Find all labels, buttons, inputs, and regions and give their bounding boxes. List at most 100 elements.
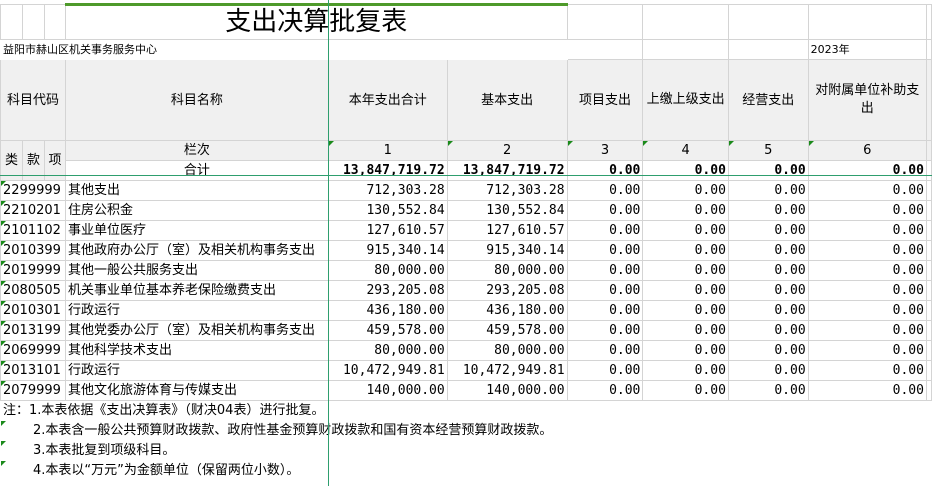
table-row[interactable]: 2019999 其他一般公共服务支出 80,000.00 80,000.00 0.00 0…	[0, 260, 932, 281]
header-col-5[interactable]: 经营支出	[727, 59, 809, 141]
lanci-label[interactable]: 栏次	[64, 140, 329, 161]
row-name[interactable]: 住房公积金	[64, 200, 329, 221]
row-name[interactable]: 其他政府办公厅（室）及相关机构事务支出	[64, 240, 329, 261]
header-col-1[interactable]: 本年支出合计	[327, 59, 448, 141]
lanci-2[interactable]: 2	[446, 140, 568, 161]
table-row[interactable]: 2080505 机关事业单位基本养老保险缴费支出 293,205.08 293,205…	[0, 280, 932, 301]
row-value-col-5[interactable]: 0.00	[727, 260, 809, 281]
header-col-3[interactable]: 项目支出	[566, 59, 644, 141]
total-label[interactable]: 合计	[64, 160, 329, 181]
row-value-col-3[interactable]: 0.00	[566, 380, 644, 401]
row-value-col-6[interactable]: 0.00	[807, 220, 927, 241]
total-col-1[interactable]: 13,847,719.72	[327, 160, 448, 181]
row-value-col-6[interactable]: 0.00	[807, 200, 927, 221]
note-line[interactable]: 2.本表含一般公共预算财政拨款、政府性基金预算财政拨款和国有资本经营预算财政拨款…	[0, 420, 932, 441]
row-name[interactable]: 其他文化旅游体育与传媒支出	[64, 380, 329, 401]
row-value-col-1[interactable]: 127,610.57	[327, 220, 448, 241]
row-code[interactable]: 2080505	[0, 280, 66, 301]
header-col-2[interactable]: 基本支出	[446, 59, 568, 141]
row-value-col-3[interactable]: 0.00	[566, 300, 644, 321]
header-kuan[interactable]: 款	[21, 140, 45, 181]
row-value-col-1[interactable]: 915,340.14	[327, 240, 448, 261]
row-value-col-6[interactable]: 0.00	[807, 340, 927, 361]
total-col-3[interactable]: 0.00	[566, 160, 644, 181]
header-col-6[interactable]: 对附属单位补助支出	[807, 59, 927, 141]
note-line[interactable]: 4.本表以“万元”为金额单位（保留两位小数）。	[0, 460, 932, 481]
row-value-col-3[interactable]: 0.00	[566, 260, 644, 281]
row-code[interactable]: 2013199	[0, 320, 66, 341]
header-code[interactable]: 科目代码	[0, 59, 66, 141]
row-value-col-4[interactable]: 0.00	[642, 260, 729, 281]
row-name[interactable]: 其他科学技术支出	[64, 340, 329, 361]
row-value-col-1[interactable]: 80,000.00	[327, 260, 448, 281]
row-value-col-3[interactable]: 0.00	[566, 340, 644, 361]
lanci-1[interactable]: 1	[327, 140, 448, 161]
row-value-col-3[interactable]: 0.00	[566, 220, 644, 241]
row-value-col-6[interactable]: 0.00	[807, 260, 927, 281]
row-value-col-5[interactable]: 0.00	[727, 380, 809, 401]
row-name[interactable]: 事业单位医疗	[64, 220, 329, 241]
header-lei[interactable]: 类	[0, 140, 23, 181]
total-col-4[interactable]: 0.00	[642, 160, 729, 181]
row-value-col-3[interactable]: 0.00	[566, 240, 644, 261]
row-value-col-5[interactable]: 0.00	[727, 280, 809, 301]
row-value-col-4[interactable]: 0.00	[642, 220, 729, 241]
row-value-col-3[interactable]: 0.00	[566, 180, 644, 201]
row-value-col-2[interactable]: 80,000.00	[446, 340, 568, 361]
row-value-col-2[interactable]: 130,552.84	[446, 200, 568, 221]
table-row[interactable]: 2069999 其他科学技术支出 80,000.00 80,000.00 0.00 0.0…	[0, 340, 932, 361]
row-value-col-5[interactable]: 0.00	[727, 300, 809, 321]
row-name[interactable]: 行政运行	[64, 360, 329, 381]
table-row[interactable]: 2010399 其他政府办公厅（室）及相关机构事务支出 915,340.14 915,…	[0, 240, 932, 261]
row-value-col-2[interactable]: 127,610.57	[446, 220, 568, 241]
total-col-6[interactable]: 0.00	[807, 160, 927, 181]
row-value-col-3[interactable]: 0.00	[566, 280, 644, 301]
table-row[interactable]: 2079999 其他文化旅游体育与传媒支出 140,000.00 140,000.00…	[0, 380, 932, 401]
row-value-col-6[interactable]: 0.00	[807, 280, 927, 301]
total-col-2[interactable]: 13,847,719.72	[446, 160, 568, 181]
row-value-col-4[interactable]: 0.00	[642, 280, 729, 301]
row-code[interactable]: 2013101	[0, 360, 66, 381]
row-value-col-6[interactable]: 0.00	[807, 180, 927, 201]
row-value-col-6[interactable]: 0.00	[807, 320, 927, 341]
row-name[interactable]: 其他支出	[64, 180, 329, 201]
row-value-col-4[interactable]: 0.00	[642, 300, 729, 321]
row-value-col-5[interactable]: 0.00	[727, 340, 809, 361]
row-value-col-2[interactable]: 293,205.08	[446, 280, 568, 301]
row-value-col-4[interactable]: 0.00	[642, 240, 729, 261]
row-name[interactable]: 机关事业单位基本养老保险缴费支出	[64, 280, 329, 301]
row-value-col-6[interactable]: 0.00	[807, 300, 927, 321]
row-value-col-1[interactable]: 130,552.84	[327, 200, 448, 221]
lanci-4[interactable]: 4	[642, 140, 729, 161]
note-line[interactable]: 3.本表批复到项级科目。	[0, 440, 932, 461]
row-name[interactable]: 其他党委办公厅（室）及相关机构事务支出	[64, 320, 329, 341]
row-value-col-4[interactable]: 0.00	[642, 380, 729, 401]
total-col-5[interactable]: 0.00	[727, 160, 809, 181]
row-value-col-6[interactable]: 0.00	[807, 240, 927, 261]
row-value-col-2[interactable]: 459,578.00	[446, 320, 568, 341]
row-value-col-4[interactable]: 0.00	[642, 320, 729, 341]
note-line[interactable]: 注：1.本表依据《支出决算表》（财决04表）进行批复。	[0, 400, 932, 421]
row-value-col-1[interactable]: 80,000.00	[327, 340, 448, 361]
row-value-col-2[interactable]: 140,000.00	[446, 380, 568, 401]
row-value-col-6[interactable]: 0.00	[807, 380, 927, 401]
row-value-col-1[interactable]: 293,205.08	[327, 280, 448, 301]
row-value-col-1[interactable]: 459,578.00	[327, 320, 448, 341]
unit-name[interactable]: 益阳市赫山区机关事务服务中心	[0, 39, 329, 60]
row-value-col-5[interactable]: 0.00	[727, 180, 809, 201]
row-value-col-3[interactable]: 0.00	[566, 320, 644, 341]
row-code[interactable]: 2010399	[0, 240, 66, 261]
row-value-col-3[interactable]: 0.00	[566, 200, 644, 221]
row-value-col-1[interactable]: 140,000.00	[327, 380, 448, 401]
table-row[interactable]: 2010301 行政运行 436,180.00 436,180.00 0.00 0.00 0…	[0, 300, 932, 321]
row-value-col-2[interactable]: 712,303.28	[446, 180, 568, 201]
row-value-col-2[interactable]: 436,180.00	[446, 300, 568, 321]
row-name[interactable]: 其他一般公共服务支出	[64, 260, 329, 281]
row-value-col-1[interactable]: 436,180.00	[327, 300, 448, 321]
lanci-6[interactable]: 6	[807, 140, 927, 161]
row-code[interactable]: 2101102	[0, 220, 66, 241]
row-value-col-4[interactable]: 0.00	[642, 340, 729, 361]
lanci-3[interactable]: 3	[566, 140, 644, 161]
header-col-4[interactable]: 上缴上级支出	[642, 59, 729, 141]
row-value-col-5[interactable]: 0.00	[727, 360, 809, 381]
